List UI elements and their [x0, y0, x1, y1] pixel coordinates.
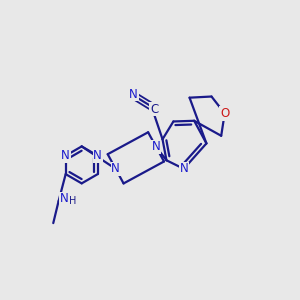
Text: N: N — [111, 162, 120, 175]
Text: N: N — [179, 162, 188, 175]
Text: N: N — [93, 149, 102, 162]
Text: O: O — [220, 107, 229, 120]
Text: C: C — [150, 103, 158, 116]
Text: N: N — [60, 192, 69, 206]
Text: N: N — [129, 88, 138, 101]
Text: N: N — [61, 149, 70, 162]
Text: N: N — [152, 140, 161, 153]
Text: H: H — [69, 196, 76, 206]
